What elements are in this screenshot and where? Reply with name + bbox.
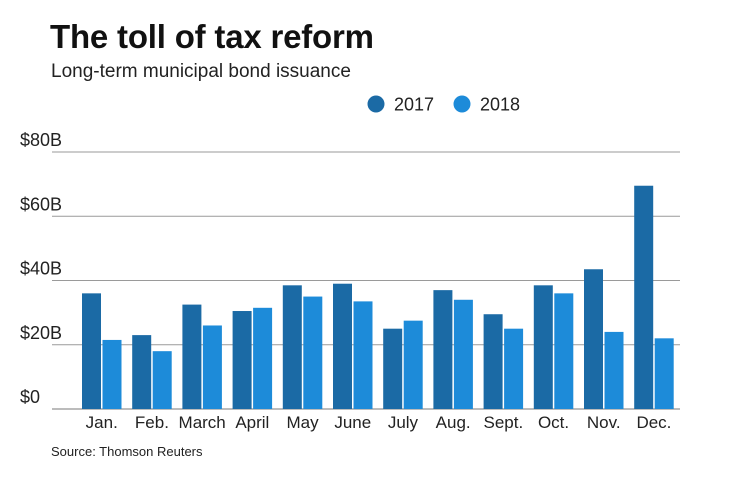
bar-2018-july bbox=[403, 320, 423, 409]
bar-2018-june bbox=[353, 301, 373, 409]
legend-label-2018: 2018 bbox=[480, 95, 520, 115]
x-tick-label: May bbox=[286, 413, 319, 432]
x-tick-label: July bbox=[388, 413, 419, 432]
bar-2017-april bbox=[232, 311, 252, 409]
bar-2018-aug bbox=[453, 299, 473, 409]
x-axis: Jan. Feb. March April May June July Aug. Sept. Oc… bbox=[86, 413, 672, 432]
y-tick-label: $60B bbox=[20, 194, 62, 214]
x-tick-label: Dec. bbox=[636, 413, 671, 432]
bar-2017-may bbox=[282, 285, 302, 409]
chart-title: The toll of tax reform bbox=[50, 18, 374, 55]
y-axis: $0 $20B $40B $60B $80B bbox=[20, 130, 62, 407]
x-tick-label: Sept. bbox=[483, 413, 523, 432]
bar-2017-jan bbox=[82, 293, 101, 409]
bar-2017-july bbox=[383, 328, 403, 409]
bar-2017-oct bbox=[533, 285, 553, 409]
x-tick-label: March bbox=[179, 413, 226, 432]
bar-2017-dec bbox=[634, 185, 654, 409]
legend-label-2017: 2017 bbox=[394, 95, 434, 115]
bar-2017-nov bbox=[584, 269, 603, 409]
bar-2018-april bbox=[253, 307, 273, 409]
bar-2018-feb bbox=[152, 351, 172, 409]
legend-swatch-2018 bbox=[453, 95, 471, 113]
bar-2017-aug bbox=[433, 290, 453, 409]
bar-2018-dec bbox=[654, 338, 674, 409]
y-tick-label: $80B bbox=[20, 130, 62, 150]
bar-2018-nov bbox=[604, 331, 624, 409]
bar-2018-sept bbox=[504, 328, 524, 409]
x-tick-label: April bbox=[235, 413, 269, 432]
x-tick-label: Aug. bbox=[436, 413, 471, 432]
y-tick-label: $40B bbox=[20, 259, 62, 279]
bar-2018-march bbox=[202, 325, 222, 409]
legend-swatch-2017 bbox=[367, 95, 385, 113]
bar-2017-feb bbox=[132, 335, 152, 409]
y-tick-label: $0 bbox=[20, 387, 40, 407]
bar-2017-march bbox=[182, 304, 202, 409]
source-note: Source: Thomson Reuters bbox=[51, 444, 203, 459]
bar-2017-sept bbox=[483, 314, 503, 409]
chart-subtitle: Long-term municipal bond issuance bbox=[51, 61, 351, 82]
x-tick-label: Nov. bbox=[587, 413, 621, 432]
bars bbox=[82, 185, 674, 409]
bar-2018-may bbox=[303, 296, 323, 409]
bar-2018-jan bbox=[102, 339, 122, 409]
y-tick-label: $20B bbox=[20, 323, 62, 343]
x-tick-label: Jan. bbox=[86, 413, 118, 432]
legend: 2017 2018 bbox=[367, 95, 520, 115]
x-tick-label: Feb. bbox=[135, 413, 169, 432]
bar-2017-june bbox=[333, 283, 352, 409]
bar-2018-oct bbox=[554, 293, 574, 409]
x-tick-label: Oct. bbox=[538, 413, 569, 432]
x-tick-label: June bbox=[334, 413, 371, 432]
